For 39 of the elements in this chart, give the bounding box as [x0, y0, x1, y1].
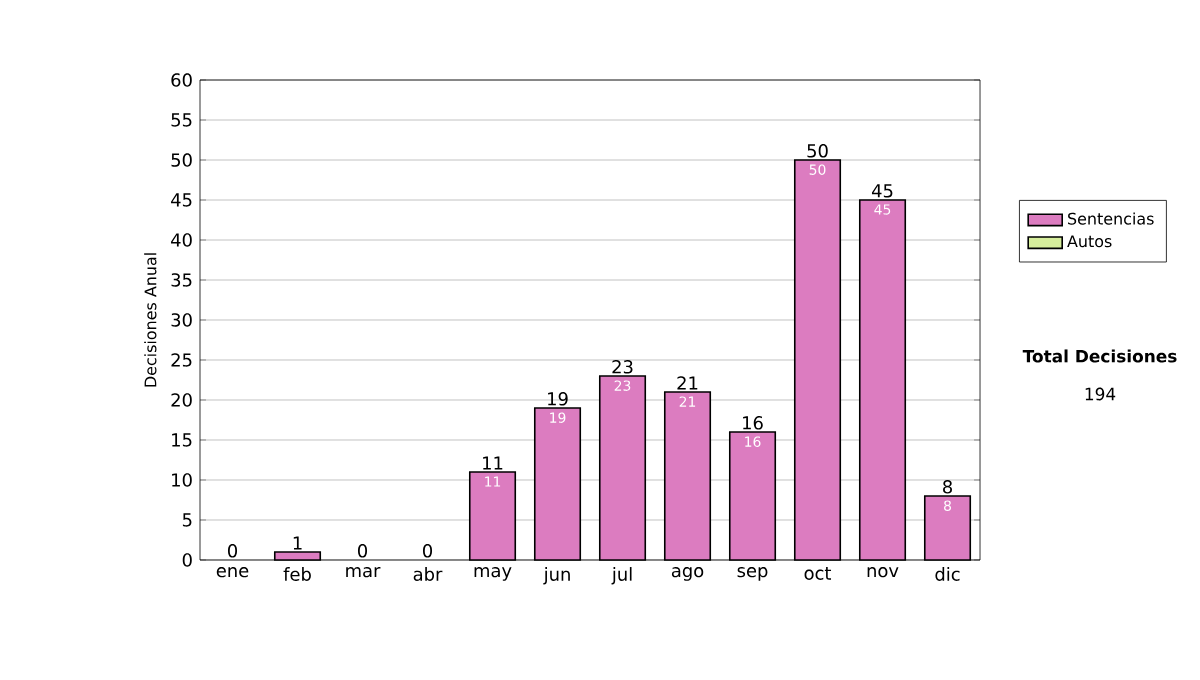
y-tick-label: 0	[182, 553, 192, 567]
total-label: 1	[293, 536, 302, 550]
x-tick-label: jun	[543, 567, 570, 585]
total-label: 0	[228, 544, 238, 558]
x-tick-label: may	[474, 567, 512, 581]
y-tick-label: 50	[171, 153, 192, 167]
total-label: 16	[743, 416, 763, 430]
y-tick-label: 25	[171, 353, 192, 367]
y-tick-label: 55	[171, 113, 192, 127]
y-tick-label: 10	[172, 473, 192, 487]
x-tick-label: ago	[671, 567, 704, 581]
text: 194	[1085, 387, 1116, 401]
y-tick-label: 45	[171, 193, 192, 207]
x-tick-label: jul	[611, 567, 632, 585]
x-tick-label: dic	[935, 567, 960, 581]
total-label: 8	[943, 480, 952, 494]
x-tick-label: feb	[283, 567, 311, 581]
total-label: 45	[871, 184, 893, 198]
text: Total Decisiones	[1022, 349, 1177, 363]
total-label: 0	[358, 544, 368, 558]
x-tick-label: mar	[346, 567, 381, 578]
total-label: 23	[612, 360, 633, 374]
x-tick-label: oct	[804, 567, 832, 580]
y-tick-label: 5	[182, 513, 192, 527]
total-label: 11	[483, 456, 503, 470]
x-tick-label: abr	[413, 567, 443, 581]
y-tick-label: 15	[172, 433, 192, 447]
total-label: 0	[423, 544, 433, 558]
total-label: 50	[807, 144, 828, 158]
total-label: 19	[548, 392, 568, 406]
total-label: 21	[677, 376, 698, 390]
y-tick-label: 60	[171, 73, 192, 87]
y-tick-label: 35	[171, 273, 192, 287]
y-tick-label: 30	[171, 313, 192, 327]
y-tick-label: 40	[171, 233, 192, 247]
x-tick-label: ene	[216, 567, 249, 578]
x-tick-label: nov	[867, 567, 899, 578]
x-tick-label: sep	[737, 567, 768, 581]
y-tick-label: 20	[171, 393, 192, 407]
